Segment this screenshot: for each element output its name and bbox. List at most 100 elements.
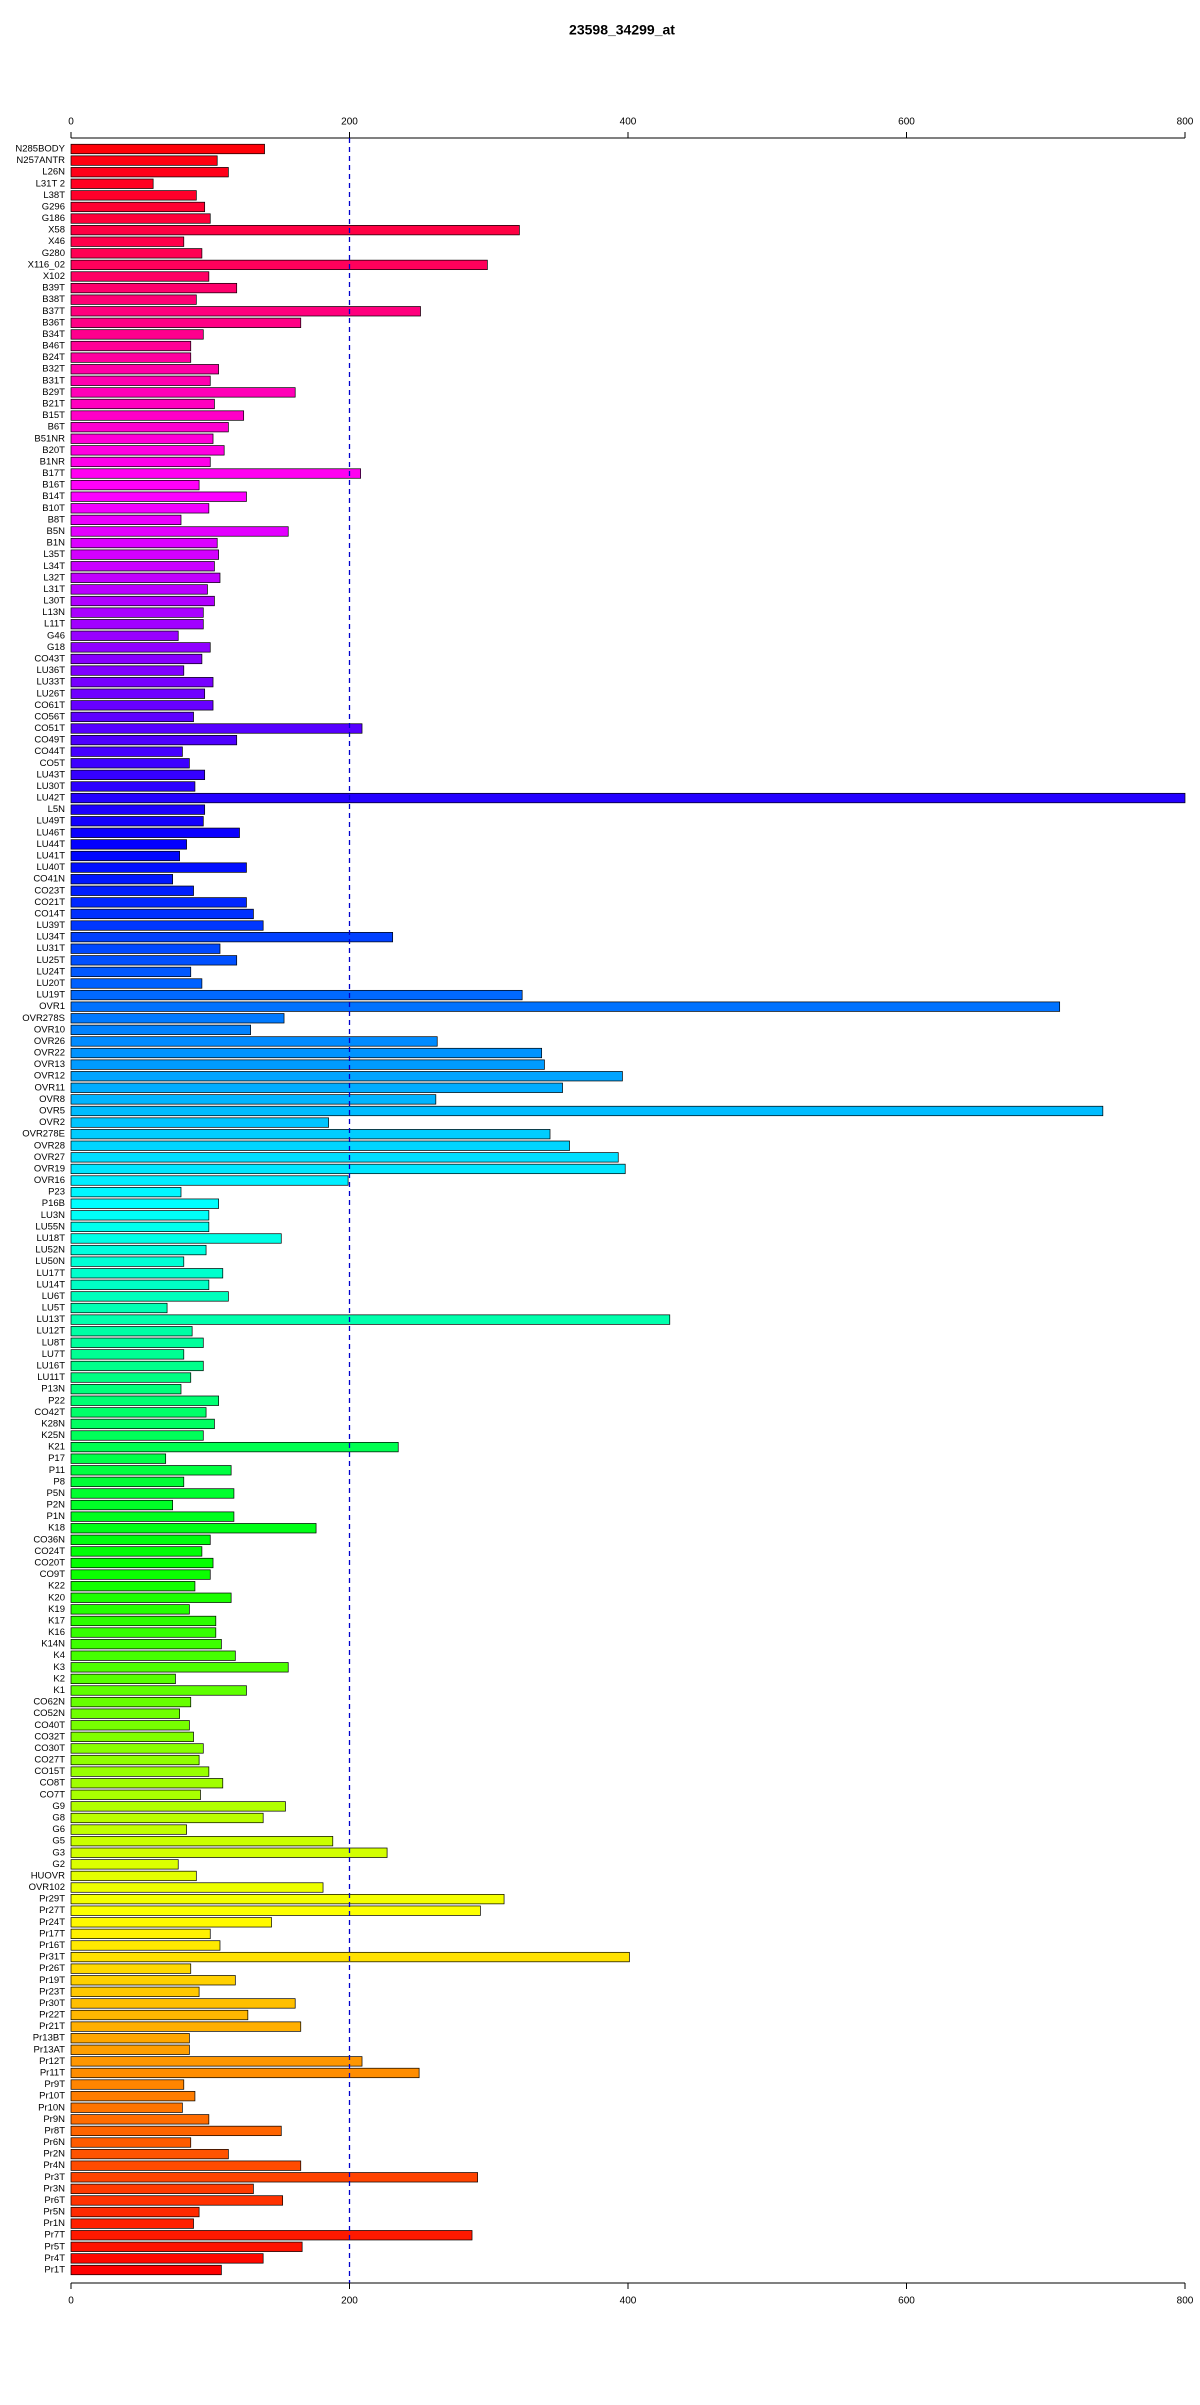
bar xyxy=(70,329,204,340)
bar xyxy=(70,1175,349,1186)
y-tick-label: CO30T xyxy=(34,1743,65,1754)
bar xyxy=(70,1836,334,1847)
bar xyxy=(70,433,214,444)
bar xyxy=(70,1210,210,1221)
y-tick-label: P1N xyxy=(47,1511,66,1522)
bar xyxy=(70,839,187,850)
bar xyxy=(70,885,194,896)
bar xyxy=(70,352,192,363)
bar xyxy=(70,2033,190,2044)
bar xyxy=(70,526,289,537)
y-tick-label: Pr6N xyxy=(43,2137,65,2148)
bar xyxy=(70,1743,204,1754)
y-tick-label: P2N xyxy=(47,1500,66,1511)
bar xyxy=(70,1198,219,1209)
bar xyxy=(70,572,221,583)
y-tick-label: G280 xyxy=(42,248,65,259)
bar xyxy=(70,758,190,769)
y-tick-label: K4 xyxy=(53,1650,65,1661)
y-tick-label: B17T xyxy=(42,468,65,479)
y-tick-label: OVR10 xyxy=(34,1024,65,1035)
bar xyxy=(70,317,302,328)
y-tick-label: CO5T xyxy=(40,758,66,769)
y-tick-label: CO41N xyxy=(33,874,65,885)
bar xyxy=(70,595,215,607)
y-tick-label: LU50N xyxy=(35,1256,65,1267)
y-tick-label: Pr1N xyxy=(43,2218,65,2229)
bar xyxy=(70,2148,229,2160)
y-tick-label: LU16T xyxy=(36,1360,65,1371)
bar xyxy=(70,1720,190,1731)
bar xyxy=(70,213,211,224)
y-tick-label: N257ANTR xyxy=(16,155,65,166)
y-tick-label: CO15T xyxy=(34,1766,65,1777)
bar xyxy=(70,1951,630,1963)
bar xyxy=(70,387,296,398)
y-tick-label: P8 xyxy=(53,1476,65,1487)
y-tick-label: B16T xyxy=(42,480,65,491)
y-tick-label: Pr1T xyxy=(44,2265,65,2276)
y-tick-label: LU19T xyxy=(36,990,65,1001)
bar xyxy=(70,503,210,514)
y-tick-label: G3 xyxy=(52,1847,65,1858)
y-tick-label: B10T xyxy=(42,503,65,514)
bar xyxy=(70,201,206,213)
y-tick-label: Pr19T xyxy=(39,1975,65,1986)
y-tick-label: L32T xyxy=(43,572,65,583)
y-tick-label: CO8T xyxy=(40,1778,66,1789)
bar xyxy=(70,1975,236,1986)
y-tick-label: K16 xyxy=(48,1627,65,1638)
y-tick-label: CO49T xyxy=(34,735,65,746)
bar xyxy=(70,1801,286,1812)
y-tick-label: CO44T xyxy=(34,746,65,757)
x-tick-label: 800 xyxy=(1177,2296,1194,2307)
bar xyxy=(70,2009,249,2021)
bar xyxy=(70,236,185,247)
bar xyxy=(70,1998,296,2009)
y-tick-label: K28N xyxy=(41,1418,65,1429)
bar xyxy=(70,1360,204,1372)
y-tick-label: B24T xyxy=(42,352,65,363)
bar xyxy=(70,711,194,723)
y-tick-label: Pr4T xyxy=(44,2253,65,2264)
y-tick-label: X58 xyxy=(48,225,65,236)
bar xyxy=(70,1708,180,1719)
y-tick-label: P13N xyxy=(41,1384,65,1395)
y-tick-label: L38T xyxy=(43,190,65,201)
y-tick-label: Pr9N xyxy=(43,2114,65,2125)
bar xyxy=(70,2079,185,2090)
y-tick-label: CO62N xyxy=(33,1697,65,1708)
x-tick-label: 600 xyxy=(898,2296,915,2307)
bar xyxy=(70,1778,224,1789)
bar xyxy=(70,1418,215,1430)
y-tick-label: Pr12T xyxy=(39,2056,65,2067)
y-tick-label: LU5T xyxy=(42,1303,65,1314)
bar xyxy=(70,908,254,920)
y-tick-label: K3 xyxy=(53,1662,65,1673)
y-tick-label: OVR1 xyxy=(39,1001,65,1012)
bar xyxy=(70,1650,236,1661)
bar xyxy=(70,2125,282,2137)
y-tick-label: Pr30T xyxy=(39,1998,65,2009)
y-tick-label: L31T 2 xyxy=(36,178,65,189)
y-tick-label: CO32T xyxy=(34,1731,65,1742)
y-tick-label: Pr23T xyxy=(39,1986,65,1997)
y-tick-label: CO51T xyxy=(34,723,65,734)
y-tick-label: B34T xyxy=(42,329,65,340)
bar xyxy=(70,1592,232,1603)
bar xyxy=(70,989,523,1001)
bar xyxy=(70,1917,272,1928)
bar xyxy=(70,1163,626,1175)
y-tick-label: LU39T xyxy=(36,920,65,931)
y-tick-label: L13N xyxy=(42,607,65,618)
y-tick-label: B21T xyxy=(42,398,65,409)
y-tick-label: X46 xyxy=(48,236,65,247)
bar xyxy=(70,2206,200,2218)
bar xyxy=(70,1314,671,1325)
bar xyxy=(70,1940,221,1951)
bar xyxy=(70,1696,192,1708)
bar xyxy=(70,468,361,479)
y-tick-label: Pr4N xyxy=(43,2160,65,2171)
bar xyxy=(70,1372,192,1383)
